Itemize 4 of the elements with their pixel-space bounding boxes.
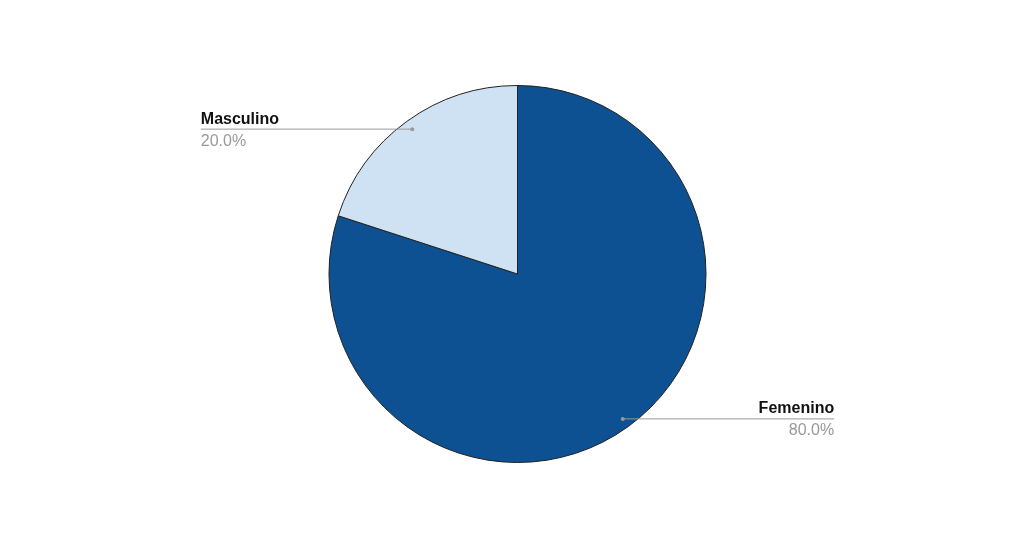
slice-label: Masculino [200,109,280,127]
data-label: 20.0% [200,131,247,149]
slice-label: Femenino [758,399,835,417]
data-label: 80.0% [788,421,835,439]
